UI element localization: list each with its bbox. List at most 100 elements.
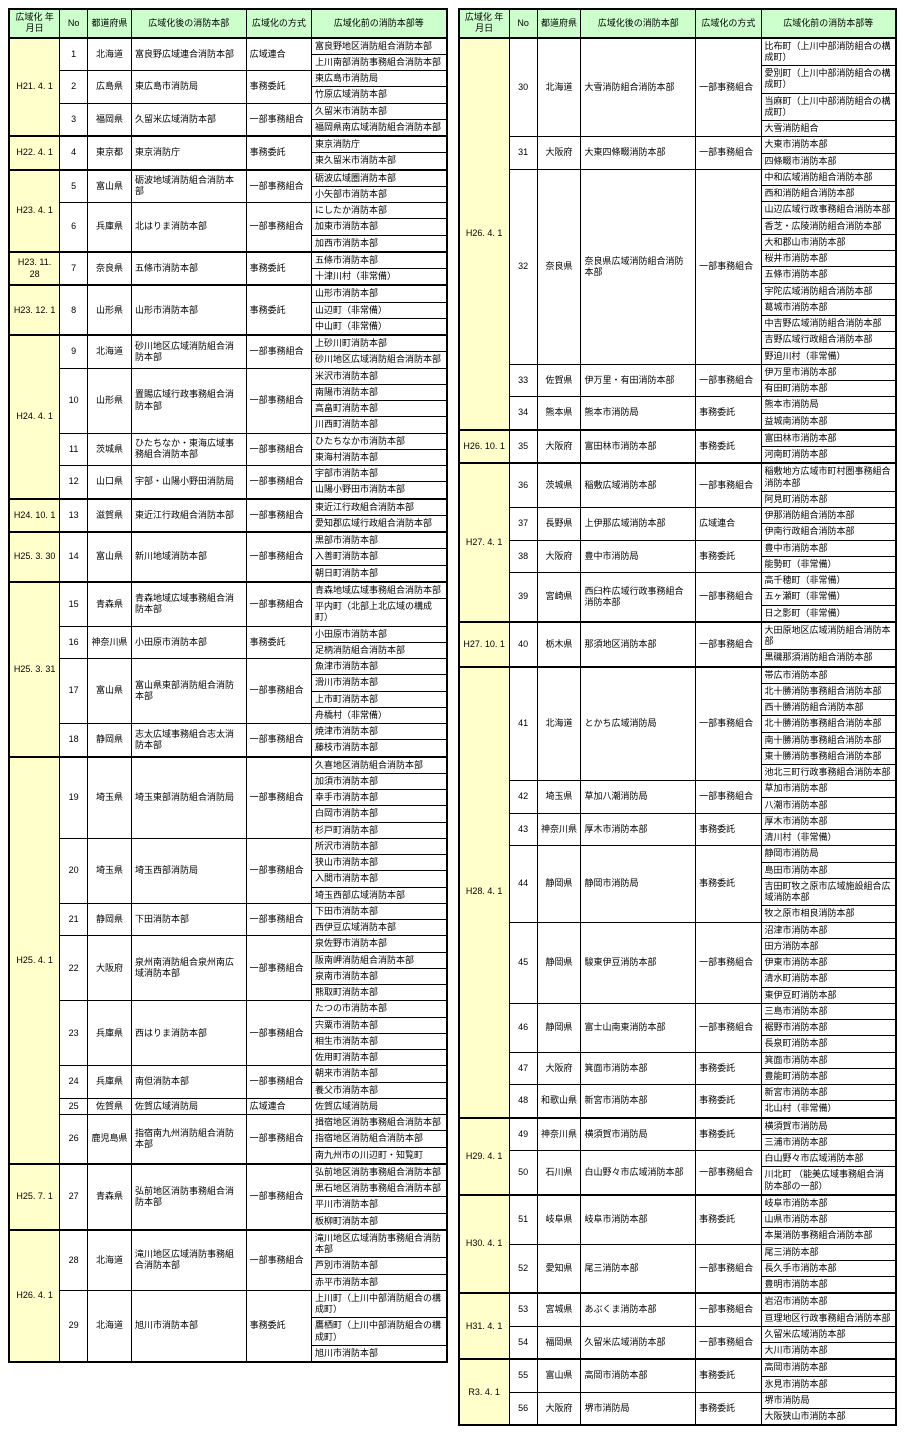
pre-cell: 豊中市消防本部 <box>761 540 896 556</box>
method-cell: 一部事務組合 <box>696 463 761 507</box>
date-cell: H23. 11. 28 <box>9 252 60 286</box>
post-cell: 堺市消防局 <box>581 1392 696 1425</box>
pre-cell: 宍粟市消防本部 <box>312 1017 447 1033</box>
post-cell: 青森地域広域事務組合消防本部 <box>131 582 246 626</box>
pref-cell: 静岡県 <box>537 1003 581 1052</box>
method-cell: 一部事務組合 <box>696 364 761 397</box>
no-cell: 21 <box>60 903 88 936</box>
pre-cell: 熊取町消防本部 <box>312 985 447 1001</box>
post-cell: 新川地域消防本部 <box>131 532 246 582</box>
pre-cell: 南九州市の川辺町・知覧町 <box>312 1147 447 1164</box>
pre-cell: 砺波広域圏消防本部 <box>312 170 447 187</box>
pre-cell: 豊明市消防本部 <box>761 1277 896 1294</box>
no-cell: 11 <box>60 433 88 466</box>
pre-cell: 小矢部市消防本部 <box>312 186 447 202</box>
no-cell: 28 <box>60 1230 88 1291</box>
pre-cell: 所沢市消防本部 <box>312 838 447 854</box>
pref-cell: 和歌山県 <box>537 1085 581 1118</box>
pref-cell: 大阪府 <box>537 1392 581 1425</box>
no-cell: 46 <box>509 1003 537 1052</box>
pre-cell: 久留米市消防本部 <box>312 103 447 119</box>
pre-cell: 田方消防本部 <box>761 938 896 954</box>
pre-cell: 狭山市消防本部 <box>312 855 447 871</box>
method-cell: 事務委託 <box>246 136 311 170</box>
pre-cell: 亘理地区行政事務組合消防本部 <box>761 1310 896 1326</box>
date-cell: H26. 10. 1 <box>459 430 510 464</box>
pre-cell: 三浦市消防本部 <box>761 1134 896 1150</box>
pref-cell: 宮崎県 <box>537 573 581 622</box>
pre-cell: 池北三町行政事務組合消防本部 <box>761 765 896 781</box>
no-cell: 39 <box>509 573 537 622</box>
pre-cell: 東広島市消防局 <box>312 71 447 87</box>
pre-cell: 愛別町（上川中部消防組合の構成町） <box>761 66 896 94</box>
pre-cell: 高岡市消防本部 <box>761 1359 896 1376</box>
col-header: 広域化の方式 <box>246 9 311 38</box>
pre-cell: 五條市消防本部 <box>312 252 447 269</box>
pre-cell: 山県市消防本部 <box>761 1212 896 1228</box>
pref-cell: 鹿児島県 <box>88 1115 132 1164</box>
pre-cell: 揖宿地区消防事務組合消防本部 <box>312 1115 447 1131</box>
fire-dept-table: 広域化 年月日No都道府県広域化後の消防本部広域化の方式広域化前の消防本部等H2… <box>458 8 898 1426</box>
post-cell: 奈良県広域消防組合消防本部 <box>581 169 696 364</box>
post-cell: 滝川地区広域消防事務組合消防本部 <box>131 1230 246 1291</box>
no-cell: 44 <box>509 846 537 922</box>
pre-cell: 裾野市消防本部 <box>761 1020 896 1036</box>
pre-cell: 横須賀市消防局 <box>761 1118 896 1135</box>
post-cell: 南但消防本部 <box>131 1066 246 1099</box>
post-cell: 東京消防庁 <box>131 136 246 170</box>
pre-cell: 三島市消防本部 <box>761 1003 896 1019</box>
date-cell: H24. 10. 1 <box>9 499 60 533</box>
no-cell: 2 <box>60 71 88 104</box>
pre-cell: 稲敷地方広域市町村圏事務組合消防本部 <box>761 463 896 491</box>
pre-cell: 岩沼市消防本部 <box>761 1293 896 1310</box>
pre-cell: 能勢町（非常備） <box>761 556 896 572</box>
pre-cell: 竹原広域消防本部 <box>312 87 447 103</box>
method-cell: 事務委託 <box>246 285 311 335</box>
method-cell: 一部事務組合 <box>246 936 311 1001</box>
no-cell: 32 <box>509 169 537 364</box>
pref-cell: 東京都 <box>88 136 132 170</box>
pre-cell: 十津川村（非常備） <box>312 269 447 286</box>
pre-cell: 入善町消防本部 <box>312 549 447 565</box>
pre-cell: 川北町 （能美広域事務組合消防本部の一部） <box>761 1167 896 1195</box>
pref-cell: 兵庫県 <box>88 1066 132 1099</box>
method-cell: 事務委託 <box>696 1392 761 1425</box>
no-cell: 15 <box>60 582 88 626</box>
post-cell: 熊本市消防局 <box>581 397 696 430</box>
no-cell: 12 <box>60 466 88 499</box>
pref-cell: 神奈川県 <box>537 813 581 846</box>
pre-cell: 南陽市消防本部 <box>312 384 447 400</box>
no-cell: 26 <box>60 1115 88 1164</box>
date-cell: H27. 10. 1 <box>459 622 510 667</box>
post-cell: 旭川市消防本部 <box>131 1290 246 1362</box>
col-header: 広域化の方式 <box>696 9 761 38</box>
pre-cell: 養父市消防本部 <box>312 1082 447 1098</box>
post-cell: 下田消防本部 <box>131 903 246 936</box>
no-cell: 16 <box>60 626 88 659</box>
method-cell: 事務委託 <box>696 1195 761 1244</box>
post-cell: 砂川地区広域消防組合消防本部 <box>131 335 246 368</box>
date-cell: H27. 4. 1 <box>459 463 510 622</box>
pre-cell: 白岡市消防本部 <box>312 806 447 822</box>
no-cell: 34 <box>509 397 537 430</box>
no-cell: 3 <box>60 103 88 136</box>
pref-cell: 兵庫県 <box>88 203 132 252</box>
pref-cell: 山口県 <box>88 466 132 499</box>
pref-cell: 宮城県 <box>537 1293 581 1326</box>
pre-cell: 上砂川町消防本部 <box>312 335 447 352</box>
pre-cell: 有田町消防本部 <box>761 381 896 397</box>
pre-cell: 阪南岬消防組合消防本部 <box>312 952 447 968</box>
pref-cell: 静岡県 <box>88 903 132 936</box>
post-cell: 上伊那広域消防本部 <box>581 508 696 541</box>
pre-cell: 南十勝消防事務組合消防本部 <box>761 732 896 748</box>
pre-cell: 益城南消防本部 <box>761 413 896 430</box>
no-cell: 54 <box>509 1326 537 1359</box>
no-cell: 30 <box>509 38 537 137</box>
pre-cell: 西和消防組合消防本部 <box>761 186 896 202</box>
pref-cell: 山形県 <box>88 285 132 335</box>
post-cell: ひたちなか・東海広域事務組合消防本部 <box>131 433 246 466</box>
no-cell: 38 <box>509 540 537 573</box>
pre-cell: 加須市消防本部 <box>312 773 447 789</box>
pre-cell: 箕面市消防本部 <box>761 1052 896 1068</box>
pre-cell: 桜井市消防本部 <box>761 251 896 267</box>
